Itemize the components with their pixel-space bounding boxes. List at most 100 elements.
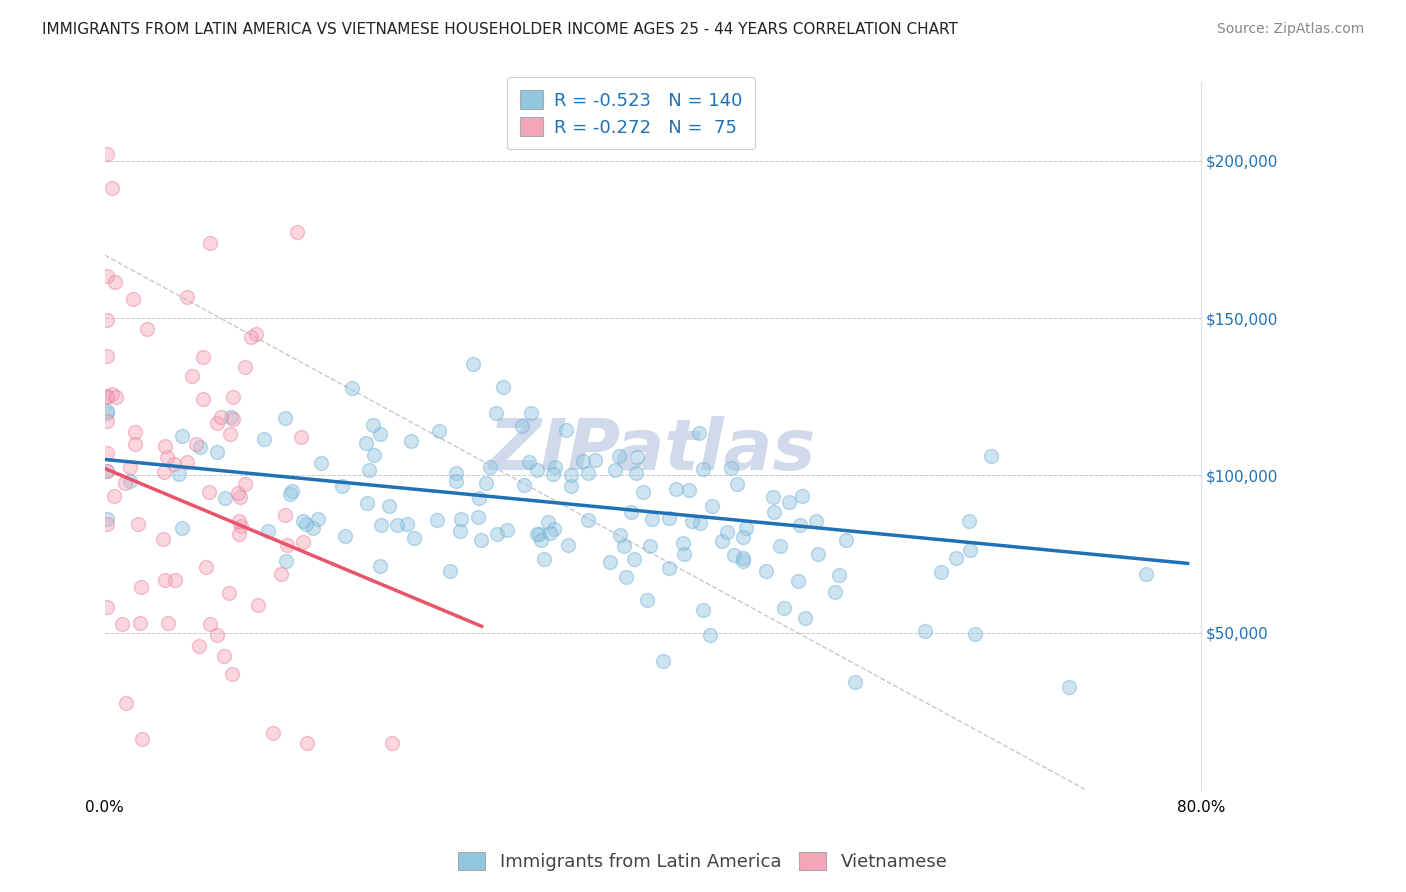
Point [114, 475, 136, 490]
Legend: Immigrants from Latin America, Vietnamese: Immigrants from Latin America, Vietnames… [451, 845, 955, 879]
Point [475, 476, 498, 491]
Point [218, 586, 240, 600]
Point [101, 181, 124, 195]
Point [207, 444, 229, 458]
Point [276, 538, 298, 552]
Point [96, 406, 118, 420]
Point [118, 459, 141, 474]
Point [672, 535, 695, 549]
Point [731, 553, 754, 567]
Point [461, 357, 484, 371]
Point [115, 696, 138, 710]
Point [609, 528, 631, 542]
Point [233, 477, 256, 491]
Point [807, 547, 830, 561]
Point [599, 554, 621, 568]
Point [470, 533, 492, 548]
Point [755, 564, 778, 578]
Point [631, 484, 654, 499]
Point [399, 434, 422, 449]
Point [330, 479, 353, 493]
Point [792, 489, 814, 503]
Point [191, 351, 214, 365]
Point [163, 457, 186, 471]
Point [257, 524, 280, 538]
Point [512, 477, 534, 491]
Point [560, 479, 582, 493]
Text: ZIPatlas: ZIPatlas [489, 416, 817, 484]
Point [219, 409, 242, 424]
Point [170, 428, 193, 442]
Point [512, 418, 534, 433]
Point [538, 526, 561, 541]
Point [194, 560, 217, 574]
Point [828, 567, 851, 582]
Point [165, 573, 187, 587]
Point [479, 460, 502, 475]
Text: IMMIGRANTS FROM LATIN AMERICA VS VIETNAMESE HOUSEHOLDER INCOME AGES 25 - 44 YEAR: IMMIGRANTS FROM LATIN AMERICA VS VIETNAM… [42, 22, 957, 37]
Point [188, 640, 211, 654]
Point [167, 467, 190, 481]
Point [449, 524, 471, 538]
Point [245, 327, 267, 342]
Point [129, 580, 152, 594]
Point [363, 448, 385, 462]
Point [273, 508, 295, 522]
Point [96, 414, 118, 428]
Point [789, 518, 811, 533]
Point [665, 482, 688, 496]
Point [626, 466, 648, 480]
Point [485, 406, 508, 420]
Point [285, 225, 308, 239]
Point [198, 616, 221, 631]
Point [276, 554, 298, 568]
Point [763, 505, 786, 519]
Point [537, 515, 560, 529]
Point [356, 496, 378, 510]
Point [576, 466, 599, 480]
Point [1135, 567, 1157, 582]
Point [530, 533, 553, 548]
Point [491, 379, 513, 393]
Point [270, 566, 292, 581]
Point [198, 485, 221, 500]
Point [651, 654, 673, 668]
Point [733, 530, 755, 544]
Point [396, 516, 419, 531]
Point [762, 490, 785, 504]
Point [555, 423, 578, 437]
Point [526, 463, 548, 477]
Point [716, 524, 738, 539]
Point [439, 564, 461, 578]
Point [710, 534, 733, 549]
Point [96, 312, 118, 326]
Point [307, 512, 329, 526]
Point [231, 519, 253, 533]
Point [560, 467, 582, 482]
Point [111, 616, 134, 631]
Point [678, 483, 700, 497]
Point [302, 521, 325, 535]
Point [446, 475, 468, 489]
Point [104, 390, 127, 404]
Legend: R = -0.523   N = 140, R = -0.272   N =  75: R = -0.523 N = 140, R = -0.272 N = 75 [508, 77, 755, 149]
Point [156, 450, 179, 465]
Point [96, 599, 118, 614]
Point [914, 624, 936, 639]
Point [292, 535, 315, 549]
Point [368, 427, 391, 442]
Point [681, 514, 703, 528]
Point [181, 368, 204, 383]
Point [486, 527, 509, 541]
Point [378, 499, 401, 513]
Point [233, 360, 256, 375]
Point [769, 540, 792, 554]
Point [731, 550, 754, 565]
Point [692, 602, 714, 616]
Point [426, 513, 449, 527]
Point [835, 533, 858, 548]
Point [427, 425, 450, 439]
Point [101, 387, 124, 401]
Point [613, 539, 636, 553]
Point [222, 390, 245, 404]
